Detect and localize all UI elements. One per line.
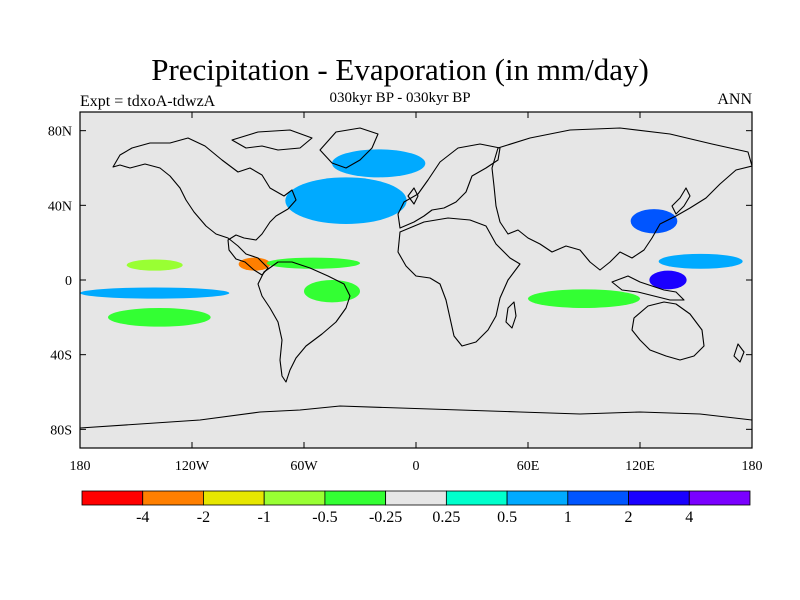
- field-region-10: [108, 308, 211, 327]
- field-region-1: [126, 259, 183, 271]
- coastlines: [80, 127, 752, 429]
- field-region-11: [304, 280, 360, 303]
- coastline-south-america: [257, 261, 351, 383]
- coastline-australia: [631, 301, 705, 361]
- colorbar-label-4: -0.25: [369, 509, 402, 526]
- coastline-new-zealand: [733, 343, 745, 363]
- y-tick-label-1: 40N: [48, 199, 72, 214]
- experiment-label: Expt = tdxoA-tdwzA: [80, 93, 216, 110]
- coastline-north-america: [112, 137, 297, 276]
- colorbar-swatch-4: [324, 490, 387, 506]
- season-label: ANN: [717, 91, 752, 108]
- colorbar-swatch-0: [81, 490, 144, 506]
- field-region-4: [332, 149, 426, 178]
- colorbar-swatch-9: [628, 490, 690, 506]
- colorbar-swatch-2: [203, 490, 265, 506]
- y-tick-label-0: 80N: [48, 125, 72, 140]
- colorbar-swatch-7: [506, 490, 569, 506]
- colorbar-swatch-5: [385, 490, 447, 506]
- y-tick-label-4: 80S: [50, 423, 72, 438]
- plot-subtitle: 030kyr BP - 030kyr BP: [329, 90, 471, 106]
- colorbar-label-6: 0.5: [497, 509, 517, 526]
- pe-field-layer: [80, 149, 743, 327]
- y-tick-label-3: 40S: [50, 349, 72, 364]
- colorbar-swatch-3: [263, 490, 326, 506]
- field-region-0: [238, 257, 271, 271]
- field-region-8: [658, 253, 743, 269]
- coastline-antarctica: [80, 405, 752, 429]
- x-tick-label-1: 120W: [175, 459, 210, 474]
- x-tick-label-0: 180: [70, 459, 91, 474]
- coastline-uk: [407, 187, 419, 205]
- field-region-2: [266, 257, 361, 269]
- coastline-madagascar: [505, 301, 517, 329]
- colorbar-swatch-1: [142, 490, 204, 506]
- colorbar-label-9: 4: [685, 509, 693, 526]
- field-region-3: [285, 177, 407, 225]
- coastline-asia: [491, 127, 752, 271]
- coastline-africa: [397, 217, 521, 347]
- colorbar-label-2: -1: [258, 509, 271, 526]
- colorbar: -4 -2 -1 -0.5 -0.25 0.25 0.5 1 2 4: [81, 490, 751, 526]
- x-tick-label-4: 60E: [517, 459, 540, 474]
- axis-ticks: 180 120W 60W 0 60E 120E 180 80N 40N 0 40S 80S: [48, 112, 763, 474]
- field-region-9: [630, 209, 678, 234]
- colorbar-label-0: -4: [136, 509, 149, 526]
- colorbar-swatch-6: [445, 490, 508, 506]
- x-tick-label-3: 0: [413, 459, 420, 474]
- y-tick-label-2: 0: [65, 274, 72, 289]
- x-tick-label-2: 60W: [290, 459, 318, 474]
- colorbar-label-8: 2: [625, 509, 633, 526]
- colorbar-label-1: -2: [197, 509, 210, 526]
- colorbar-label-3: -0.5: [312, 509, 337, 526]
- field-region-6: [528, 289, 640, 308]
- colorbar-swatch-8: [567, 490, 629, 506]
- coastline-greenland: [319, 127, 379, 169]
- x-tick-label-5: 120E: [625, 459, 655, 474]
- coastline-japan: [671, 187, 691, 215]
- coastline-europe: [397, 143, 501, 229]
- coastline-indonesia: [611, 275, 685, 301]
- colorbar-label-7: 1: [564, 509, 572, 526]
- field-region-5: [80, 287, 230, 299]
- field-region-7: [649, 270, 687, 290]
- coastline-arctic-islands: [231, 129, 313, 151]
- colorbar-label-5: 0.25: [432, 509, 460, 526]
- colorbar-swatch-10: [688, 490, 751, 506]
- x-tick-label-6: 180: [742, 459, 763, 474]
- plot-title: Precipitation - Evaporation (in mm/day): [151, 52, 649, 87]
